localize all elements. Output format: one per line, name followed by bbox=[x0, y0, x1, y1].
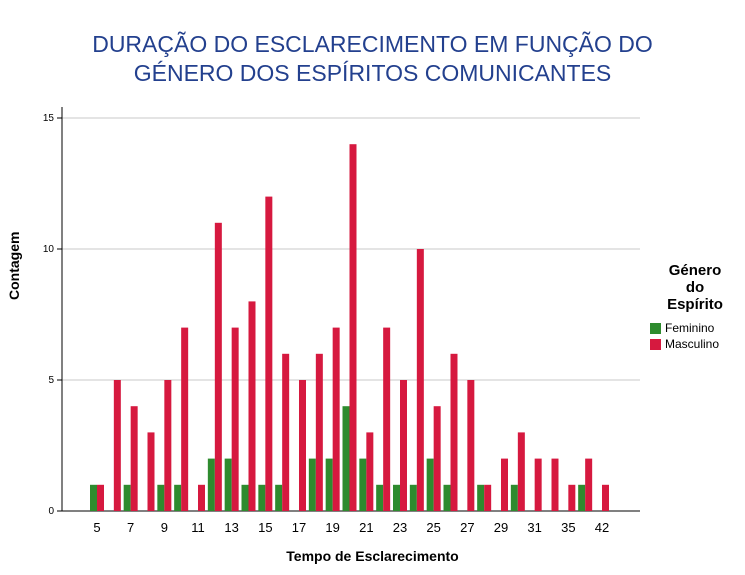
bar-masculino-9 bbox=[164, 380, 172, 511]
bar-feminino-18 bbox=[308, 458, 316, 511]
bar-feminino-14 bbox=[241, 484, 249, 511]
bar-masculino-24 bbox=[416, 249, 424, 511]
y-tick-label: 10 bbox=[43, 244, 55, 255]
bar-masculino-6 bbox=[113, 380, 121, 511]
y-tick-label: 0 bbox=[48, 506, 54, 517]
bar-feminino-16 bbox=[275, 484, 283, 511]
bar-masculino-16 bbox=[282, 353, 290, 511]
bar-feminino-28 bbox=[477, 484, 485, 511]
legend-item-masculino: Masculino bbox=[650, 337, 740, 351]
bar-feminino-9 bbox=[157, 484, 165, 511]
legend-item-feminino: Feminino bbox=[650, 321, 740, 335]
legend-swatch-feminino bbox=[650, 322, 661, 334]
bar-masculino-31 bbox=[534, 458, 542, 511]
x-tick-label: 25 bbox=[426, 520, 440, 535]
bar-masculino-30 bbox=[517, 432, 525, 511]
x-tick-label: 29 bbox=[494, 520, 508, 535]
bar-masculino-21 bbox=[366, 432, 374, 511]
chart-title-line-2: GÉNERO DOS ESPÍRITOS COMUNICANTES bbox=[133, 60, 612, 86]
bar-feminino-23 bbox=[393, 484, 400, 511]
legend-label-feminino: Feminino bbox=[665, 321, 715, 335]
bar-masculino-22 bbox=[383, 327, 391, 511]
bar-masculino-40 bbox=[585, 458, 593, 511]
legend-title-line: Género bbox=[668, 262, 722, 279]
legend-swatch-masculino bbox=[650, 338, 661, 350]
bar-masculino-15 bbox=[265, 196, 273, 511]
x-tick-label: 23 bbox=[393, 520, 407, 535]
bar-masculino-14 bbox=[248, 301, 256, 511]
bar-feminino-26 bbox=[443, 484, 451, 511]
bar-feminino-24 bbox=[409, 484, 417, 511]
bar-masculino-7 bbox=[130, 406, 138, 511]
legend-title: Género do Espírito bbox=[650, 262, 740, 313]
bar-masculino-5 bbox=[97, 484, 104, 511]
bar-feminino-19 bbox=[325, 458, 333, 511]
legend-title-line: do bbox=[685, 279, 705, 296]
bar-feminino-5 bbox=[90, 484, 97, 511]
bar-feminino-22 bbox=[376, 484, 384, 511]
y-axis-label: Contagem bbox=[6, 231, 22, 300]
bar-masculino-10 bbox=[181, 327, 189, 511]
bar-masculino-17 bbox=[299, 380, 306, 511]
bar-feminino-21 bbox=[359, 458, 367, 511]
x-tick-label: 31 bbox=[527, 520, 541, 535]
x-tick-label: 9 bbox=[161, 520, 168, 535]
x-tick-label: 15 bbox=[258, 520, 272, 535]
x-tick-label: 42 bbox=[595, 520, 609, 535]
chart-title: DURAÇÃO DO ESCLARECIMENTO EM FUNÇÃO DO G… bbox=[0, 30, 745, 88]
x-tick-label: 11 bbox=[191, 520, 205, 535]
x-tick-label: 13 bbox=[224, 520, 238, 535]
bar-feminino-10 bbox=[174, 484, 182, 511]
bar-feminino-30 bbox=[510, 484, 518, 511]
bar-masculino-11 bbox=[198, 484, 205, 511]
bar-feminino-20 bbox=[342, 406, 350, 511]
bar-masculino-8 bbox=[147, 432, 155, 511]
x-axis-label: Tempo de Esclarecimento bbox=[286, 548, 459, 564]
legend: Género do Espírito Feminino Masculino bbox=[650, 262, 740, 351]
bar-feminino-15 bbox=[258, 484, 266, 511]
bar-masculino-25 bbox=[433, 406, 441, 511]
bar-masculino-27 bbox=[467, 380, 475, 511]
bar-masculino-28 bbox=[484, 484, 492, 511]
x-tick-label: 27 bbox=[460, 520, 474, 535]
bar-masculino-42 bbox=[602, 484, 609, 511]
bar-feminino-13 bbox=[224, 458, 232, 511]
bar-masculino-13 bbox=[231, 327, 239, 511]
legend-title-line: Espírito bbox=[667, 296, 723, 313]
bar-feminino-12 bbox=[207, 458, 215, 511]
legend-label-masculino: Masculino bbox=[665, 337, 720, 351]
bar-masculino-20 bbox=[349, 144, 357, 511]
x-tick-label: 21 bbox=[359, 520, 373, 535]
bar-masculino-23 bbox=[400, 380, 407, 511]
y-tick-label: 5 bbox=[48, 375, 54, 386]
bar-masculino-32 bbox=[551, 458, 559, 511]
bar-masculino-26 bbox=[450, 353, 458, 511]
chart-title-line-1: DURAÇÃO DO ESCLARECIMENTO EM FUNÇÃO DO bbox=[92, 31, 653, 57]
x-tick-label: 35 bbox=[561, 520, 575, 535]
bar-feminino-7 bbox=[123, 484, 131, 511]
bar-feminino-25 bbox=[426, 458, 434, 511]
x-tick-label: 17 bbox=[292, 520, 306, 535]
bar-masculino-19 bbox=[332, 327, 340, 511]
y-tick-label: 15 bbox=[43, 113, 55, 124]
x-tick-label: 7 bbox=[127, 520, 134, 535]
bar-masculino-12 bbox=[214, 222, 222, 512]
bar-masculino-35 bbox=[568, 484, 576, 511]
bar-masculino-18 bbox=[315, 353, 323, 511]
bar-masculino-29 bbox=[501, 458, 508, 511]
bar-feminino-40 bbox=[578, 484, 586, 511]
x-tick-label: 5 bbox=[93, 520, 100, 535]
x-tick-label: 19 bbox=[325, 520, 339, 535]
